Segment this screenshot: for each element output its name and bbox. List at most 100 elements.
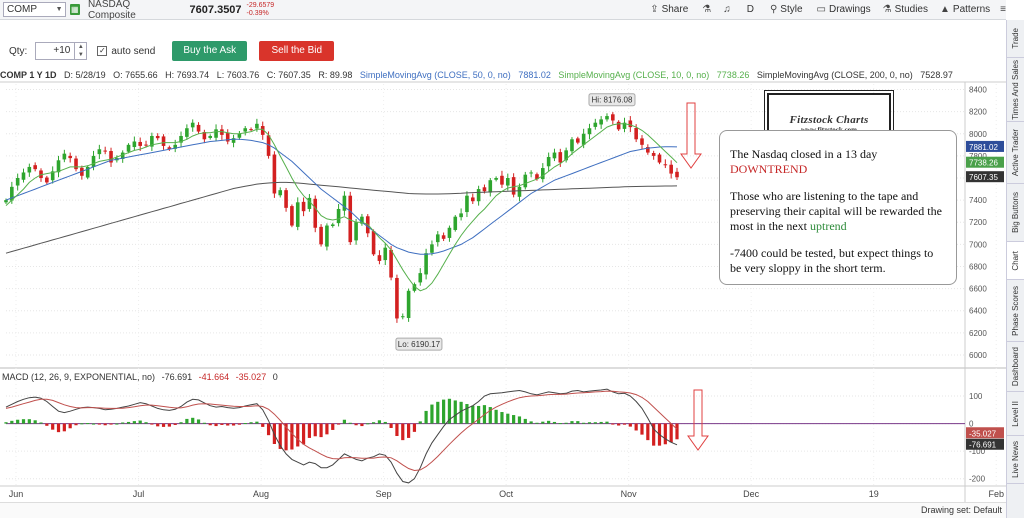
price-tick-label: 8200 [969, 108, 987, 117]
candle-body [564, 150, 568, 161]
studies-button[interactable]: ⚗ Studies [883, 4, 928, 15]
macd-histogram-bar [179, 422, 183, 424]
candle-body [74, 158, 78, 170]
candle-body [278, 190, 283, 196]
drawings-icon: ▭ [816, 4, 826, 15]
bar-high: H: 7693.74 [165, 70, 210, 80]
macd-histogram-bar [535, 422, 539, 424]
candle-body [290, 206, 294, 226]
price-tick-label: 8400 [969, 86, 987, 95]
sidebar-tab-live-news[interactable]: Live News [1007, 436, 1024, 484]
candle-body [68, 155, 72, 159]
candle-body [470, 197, 475, 202]
sell-bid-button[interactable]: Sell the Bid [259, 41, 335, 61]
candle-body [558, 152, 563, 163]
chart-info-bar: COMP 1 Y 1D D: 5/28/19 O: 7655.66 H: 769… [0, 70, 965, 82]
candle-body [651, 153, 656, 156]
sidebar-tab-label: Level II [1011, 400, 1020, 427]
macd-down-arrow [687, 389, 709, 451]
macd-histogram-bar [261, 423, 265, 427]
instrument-name: NASDAQ Composite [87, 0, 136, 21]
sidebar-tab-level-ii[interactable]: Level II [1007, 392, 1024, 436]
macd-histogram-bar [500, 412, 504, 424]
macd-histogram-bar [16, 419, 20, 424]
share-button[interactable]: ⇪ Share [650, 4, 688, 15]
flask-button[interactable]: ⚗ [702, 4, 711, 15]
symbol-input[interactable]: COMP ▼ [3, 2, 66, 17]
candle-body [482, 187, 487, 192]
macd-histogram-bar [290, 423, 294, 450]
timeframe-button[interactable]: D [747, 4, 754, 15]
share-icon: ⇪ [650, 4, 659, 15]
candle-body [599, 119, 603, 125]
macd-label: MACD (12, 26, 9, EXPONENTIAL, no) [2, 372, 156, 382]
candle-body [260, 126, 265, 135]
buy-ask-button[interactable]: Buy the Ask [172, 41, 248, 61]
auto-send-checkbox[interactable]: ✓ [97, 46, 108, 56]
dashboard-icon[interactable]: ▦ [69, 4, 80, 15]
macd-histogram-bar [313, 423, 317, 437]
candle-body [85, 166, 90, 178]
sidebar-tab-big-buttons[interactable]: Big Buttons [1007, 184, 1024, 242]
macd-histogram-bar [115, 423, 119, 425]
candle-body [138, 141, 142, 146]
candle-body [97, 149, 102, 155]
macd-histogram-bar [512, 415, 516, 424]
candle-body [33, 165, 37, 170]
sidebar-tab-times-and-sales[interactable]: Times And Sales [1007, 58, 1024, 122]
alert-button[interactable]: ♫ [723, 4, 731, 15]
macd-histogram-bar [307, 423, 312, 438]
candle-body [371, 231, 376, 255]
candle-body [669, 164, 673, 174]
macd-histogram-bar [126, 421, 131, 424]
sidebar-tab-label: Chart [1011, 250, 1020, 271]
macd-histogram-bar [634, 423, 638, 431]
candle-body [21, 172, 26, 180]
macd-histogram-bar [517, 416, 522, 424]
candle-body [657, 154, 662, 163]
macd-histogram-bar [587, 422, 592, 424]
qty-stepper[interactable]: ▲ ▼ [75, 42, 88, 60]
macd-tick-label: -200 [969, 475, 986, 484]
sidebar-tab-trade[interactable]: Trade [1007, 20, 1024, 58]
sidebar-tab-active-trader[interactable]: Active Trader [1007, 122, 1024, 184]
candle-body [587, 128, 592, 135]
drawings-button[interactable]: ▭ Drawings [817, 4, 871, 15]
macd-histogram-bar [366, 423, 370, 425]
x-tick-label: Jul [133, 489, 145, 499]
candle-body [435, 234, 440, 243]
candle-body [249, 129, 253, 131]
macd-histogram-bar [27, 419, 31, 424]
macd-histogram-bar [401, 423, 405, 441]
candle-body [535, 174, 539, 180]
price-tick-label: 7000 [969, 240, 987, 249]
lo-label: Lo: 6190.17 [398, 340, 441, 349]
sidebar-tab-phase-scores[interactable]: Phase Scores [1007, 280, 1024, 342]
menu-button[interactable]: ≡ [1000, 4, 1006, 15]
style-button[interactable]: ⚲ Style [770, 4, 803, 15]
candle-body [517, 186, 522, 197]
drawings-label: Drawings [828, 4, 871, 15]
order-bar: Qty: +10 ▲ ▼ ✓ auto send Buy the Ask Sell… [0, 38, 1006, 64]
x-tick-label: Aug [253, 489, 269, 499]
candle-body [348, 195, 353, 243]
patterns-button[interactable]: ▲ Patterns [940, 4, 990, 15]
sidebar-tab-chart[interactable]: Chart [1007, 242, 1024, 280]
qty-input[interactable]: +10 [35, 42, 76, 60]
hi-label: Hi: 8176.08 [592, 96, 633, 105]
macd-histogram-bar [371, 422, 376, 424]
price-chart[interactable]: 8400820080007800760074007200700068006600… [0, 0, 1006, 502]
bar-close: C: 7607.35 [266, 70, 311, 80]
price-tick-label: 6200 [969, 329, 987, 338]
sidebar-tab-dashboard[interactable]: Dashboard [1007, 342, 1024, 392]
chevron-down-icon[interactable]: ▼ [55, 6, 63, 13]
macd-histogram-bar [156, 423, 160, 427]
price-tick-label: 7400 [969, 196, 987, 205]
price-tag: 7607.35 [969, 173, 998, 182]
candle-body [301, 201, 306, 212]
candle-body [488, 180, 493, 193]
candle-body [646, 147, 650, 153]
candle-body [441, 235, 446, 239]
drawing-set[interactable]: Drawing set: Default [920, 505, 1002, 515]
macd-line [5, 388, 678, 484]
